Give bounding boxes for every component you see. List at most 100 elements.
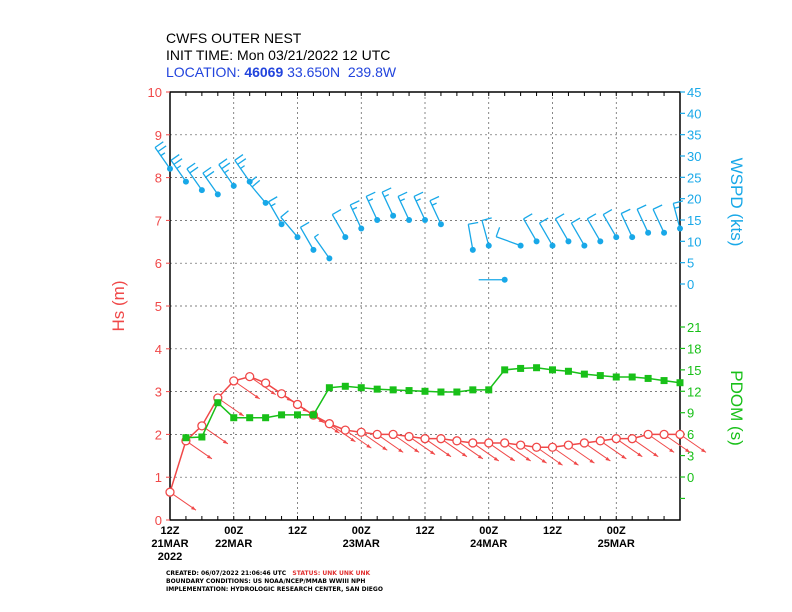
wind-barb-half-feather [160,152,166,157]
hs-arrowhead [541,459,547,464]
wind-barb-feather [170,154,180,161]
x-tick-label: 00Z [224,525,243,537]
wind-barb-staff [267,201,283,225]
wind-barb-feather [636,204,647,210]
wind-barb-feather [673,200,684,205]
hs-tick-label: 8 [155,171,162,186]
hs-arrowhead [701,448,706,453]
pdom-tick-label: 9 [687,406,694,421]
pdom-point [533,364,541,372]
hs-direction-arrow [408,436,436,455]
hs-tick-label: 9 [155,128,162,143]
wspd-tick-label: 35 [687,128,701,143]
pdom-point [676,379,684,387]
hs-direction-arrow [615,438,643,458]
hs-point [260,378,271,388]
wspd-tick-label: 25 [687,170,701,185]
hs-arrowhead [621,454,627,459]
pdom-point [405,387,413,395]
wind-barb-half-feather [270,203,276,207]
location-line: LOCATION: 46069 33.650N 239.8W [166,64,396,80]
wind-barb-staff [170,159,187,182]
pdom-series [182,364,684,442]
chart-title: CWFS OUTER NEST [166,30,302,46]
wind-barb-staff [586,218,601,242]
hs-arrowhead [589,459,595,464]
hs-direction-arrow [488,442,516,462]
wind-barb-feather [555,213,565,220]
wind-barb-half-feather [352,206,358,211]
wind-barb-staff [397,196,410,221]
x-tick-label: 00Z [607,525,626,537]
wind-barb-staff [234,159,251,182]
hs-arrowhead [366,444,372,449]
wind-barb-feather [349,200,360,206]
wspd-axis-label: WSPD (kts) [727,158,746,247]
hs-direction-arrow [600,440,627,460]
hs-direction-arrow [169,491,197,511]
hs-arrowhead [414,448,420,453]
hs-arrowhead [509,456,515,461]
wind-barb-staff [570,222,585,246]
hs-point [452,436,462,446]
wspd-tick-label: 5 [687,256,694,271]
wind-barb-half-feather [314,233,319,238]
hs-direction-arrow [679,433,707,453]
wind-barb-staff [154,147,171,170]
hs-point [197,421,207,431]
pdom-point [389,386,397,394]
wind-barb-staff [522,218,538,242]
hs-axis: 0 1 2 3 4 5 6 7 8 9 10 Hs (m) [109,85,170,528]
hs-arrowhead [191,506,196,511]
wind-barb-staff [413,196,426,221]
wind-barbs [154,141,684,283]
hs-direction-arrow [345,429,372,449]
wind-barb-half-feather [240,165,245,170]
hs-point [372,429,382,440]
x-tick-label: 12Z [288,525,307,537]
footer-boundary: BOUNDARY CONDITIONS: US NOAA/NCEP/MMAB W… [166,578,366,585]
wind-barb-staff [280,216,298,238]
hs-direction-arrow [456,440,484,460]
hs-point [643,429,653,440]
wind-barb-staff [299,227,315,251]
hs-arrowhead [461,452,467,457]
wspd-tick-label: 20 [687,192,701,207]
pdom-point [325,384,333,392]
pdom-point [198,433,206,441]
wind-barb-feather [602,208,613,216]
x-tick-label: 12Z [543,525,562,537]
hs-tick-label: 4 [155,342,162,357]
location-coords: 33.650N 239.8W [287,64,397,80]
footer-implementation: IMPLEMENTATION: HYDROLOGIC RESEARCH CENT… [166,586,383,593]
wind-barb-feather [205,170,215,178]
wind-barb-staff [349,204,362,229]
wind-barb-half-feather [383,193,390,198]
hs-point [531,442,542,452]
wind-barb-half-feather [415,198,421,202]
hs-arrowhead [525,456,531,461]
hs-arrowhead [573,461,579,466]
wind-barb-staff [313,236,330,259]
wind-barb-feather [251,179,261,188]
hs-arrowhead [430,450,436,455]
wind-barb-staff [495,236,521,247]
x-tick-label: 00Z [479,525,498,537]
pdom-point [341,382,349,390]
hs-point [659,429,669,440]
wind-barb-half-feather [674,206,680,209]
pdom-tick-label: 21 [687,320,701,335]
pdom-tick-label: 0 [687,470,694,485]
hs-direction-arrow [663,433,691,453]
hs-axis-label: Hs (m) [109,281,128,332]
footer-created: CREATED: 06/07/2022 21:06:46 UTC [166,570,287,577]
wind-barb-staff [218,164,235,187]
hs-point [547,442,558,452]
hs-arrowhead [334,429,340,434]
pdom-point [357,384,365,392]
wind-barb-feather [468,221,479,225]
wspd-tick-label: 15 [687,213,701,228]
hs-direction-arrow [217,397,245,417]
wind-barb-feather [268,196,278,203]
hs-direction-arrow [233,380,261,400]
